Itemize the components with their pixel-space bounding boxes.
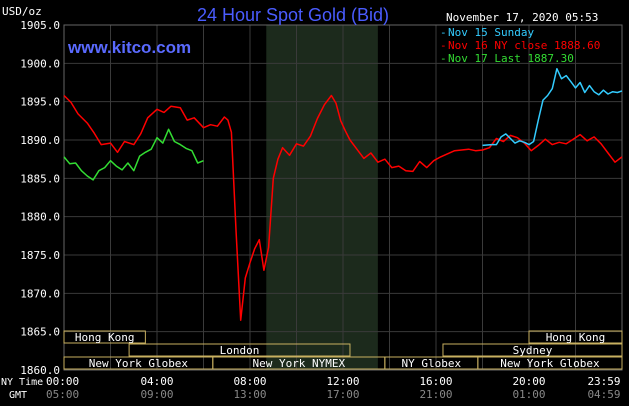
series-line-nov17 — [63, 128, 204, 181]
legend-dash-nov17: - — [440, 52, 447, 65]
y-axis-ticks: 1905.0 1900.0 1895.0 1890.0 1885.0 1880.0 1875… — [20, 19, 60, 377]
x-tick-label-gmt: 13:00 — [233, 388, 266, 401]
session-london-box — [128, 343, 351, 357]
y-tick-label: 1890.0 — [20, 134, 60, 147]
x-tick-label-ny: 08:00 — [233, 375, 266, 388]
y-tick-label: 1865.0 — [20, 326, 60, 339]
x-tick-label-gmt: 05:00 — [46, 388, 79, 401]
y-tick-label: 1885.0 — [20, 172, 60, 185]
session-london-label: London — [220, 344, 260, 357]
x-tick-label-gmt: 01:00 — [512, 388, 545, 401]
y-tick-label: 1880.0 — [20, 211, 60, 224]
y-unit-label: USD/oz — [2, 5, 42, 18]
session-ny-globex-right-label: New York Globex — [500, 357, 600, 370]
x-tick-label-gmt: 21:00 — [419, 388, 452, 401]
session-ny-globex-mid-label: NY Globex — [402, 357, 462, 370]
legend-entry-nov17: Nov 17 Last 1887.30 — [448, 52, 574, 65]
y-tick-label: 1870.0 — [20, 287, 60, 300]
x-tick-label-ny: 16:00 — [419, 375, 452, 388]
x-tick-label-ny: 20:00 — [512, 375, 545, 388]
watermark-url[interactable]: www.kitco.com — [67, 38, 191, 57]
ny-time-label: NY Time — [1, 377, 43, 388]
session-sydney-box — [442, 343, 623, 357]
legend-dash-sunday: - — [440, 26, 447, 39]
series-line-sunday — [482, 67, 623, 147]
session-ny-globex-right-box — [477, 356, 623, 370]
legend-dash-nov16: - — [440, 39, 447, 52]
session-sydney-label: Sydney — [513, 344, 553, 357]
x-tick-label-ny: 00:00 — [46, 375, 79, 388]
grid — [63, 24, 623, 371]
session-ny-nymex-label: New York NYMEX — [252, 357, 345, 370]
y-tick-label: 1895.0 — [20, 96, 60, 109]
y-tick-label: 1875.0 — [20, 249, 60, 262]
session-hong-kong-right-label: Hong Kong — [546, 331, 606, 344]
x-tick-label-gmt: 09:00 — [140, 388, 173, 401]
x-tick-label-gmt: 17:00 — [326, 388, 359, 401]
x-tick-label-ny: 04:00 — [140, 375, 173, 388]
chart-timestamp: November 17, 2020 05:53 — [446, 11, 598, 24]
legend-entry-nov16: Nov 16 NY close 1888.60 — [448, 39, 600, 52]
x-tick-label-gmt: 04:59 — [587, 388, 620, 401]
session-hong-kong-right-box — [528, 330, 623, 344]
chart-title: 24 Hour Spot Gold (Bid) — [197, 5, 389, 25]
x-tick-label-ny: 23:59 — [587, 375, 620, 388]
y-tick-label: 1860.0 — [20, 364, 60, 377]
y-tick-label: 1905.0 — [20, 19, 60, 32]
series-lines — [63, 67, 623, 321]
gmt-label: GMT — [9, 390, 27, 401]
session-hong-kong-left-label: Hong Kong — [75, 331, 135, 344]
session-hong-kong-left-box — [63, 330, 146, 344]
x-tick-label-ny: 12:00 — [326, 375, 359, 388]
y-tick-label: 1900.0 — [20, 57, 60, 70]
session-shade — [266, 25, 378, 370]
session-ny-globex-left-label: New York Globex — [89, 357, 189, 370]
legend: Nov 15 Sunday Nov 16 NY close 1888.60 No… — [440, 26, 600, 65]
plot-frame — [63, 24, 623, 371]
x-axis-ticks: 00:00 04:00 08:00 12:00 16:00 20:00 23:59 05:00… — [46, 375, 621, 401]
legend-entry-sunday: Nov 15 Sunday — [448, 26, 534, 39]
